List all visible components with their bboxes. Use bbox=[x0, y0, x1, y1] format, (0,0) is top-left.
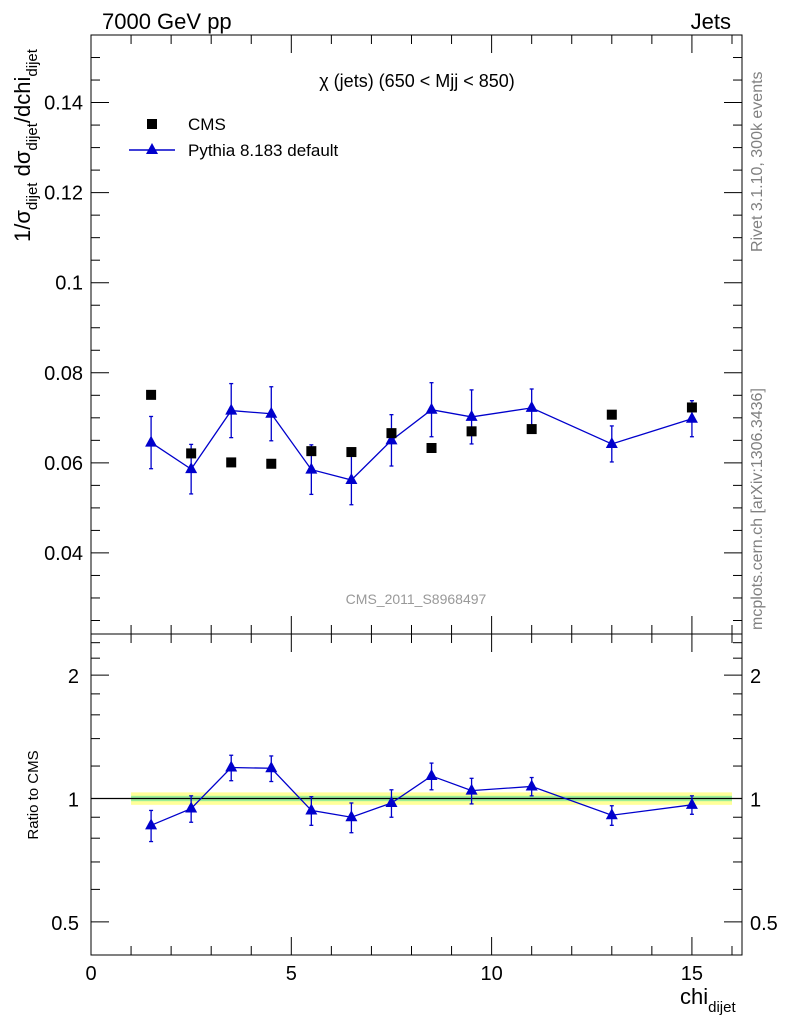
ratio-point bbox=[685, 797, 698, 809]
ratio-point bbox=[385, 795, 398, 807]
pythia-point bbox=[345, 472, 358, 484]
ratio-point bbox=[425, 768, 438, 780]
cms-point bbox=[306, 446, 317, 457]
ratio-x-ticks: 0 5 10 15 bbox=[85, 634, 733, 985]
pythia-point bbox=[305, 462, 318, 474]
legend-cms-label: CMS bbox=[188, 115, 226, 134]
ratio-line bbox=[150, 766, 693, 826]
main-y-tick-label: 0.06 bbox=[44, 453, 83, 475]
legend: CMS Pythia 8.183 default bbox=[129, 115, 339, 160]
main-y-tick-label: 0.08 bbox=[44, 363, 83, 385]
main-y-tick-label: 0.12 bbox=[44, 183, 83, 205]
pythia-point bbox=[385, 433, 398, 445]
ratio-band bbox=[91, 792, 742, 805]
legend-pythia-label: Pythia 8.183 default bbox=[188, 141, 339, 160]
cms-point bbox=[526, 424, 537, 435]
ratio-point bbox=[145, 818, 158, 830]
cms-point bbox=[186, 448, 197, 459]
x-tick-label: 10 bbox=[480, 963, 502, 985]
pythia-point bbox=[605, 436, 618, 448]
ratio-y-tick-label-right: 2 bbox=[750, 666, 761, 688]
ratio-y-tick-label-right: 1 bbox=[750, 789, 761, 811]
legend-cms-marker bbox=[147, 119, 157, 129]
ratio-y-tick-label-left: 1 bbox=[68, 789, 79, 811]
cms-point bbox=[606, 409, 617, 420]
ratio-y-tick-label-right: 0.5 bbox=[750, 913, 778, 935]
ratio-point bbox=[265, 761, 278, 773]
main-data bbox=[145, 382, 698, 506]
ratio-point bbox=[345, 810, 358, 822]
cms-point bbox=[146, 389, 157, 400]
pythia-point bbox=[185, 462, 198, 474]
rivet-label: Rivet 3.1.10, 300k events bbox=[749, 71, 766, 252]
mcplots-label: mcplots.cern.ch [arXiv:1306.3436] bbox=[749, 388, 766, 630]
header-right: Jets bbox=[691, 9, 731, 34]
pythia-point bbox=[225, 403, 238, 415]
cms-point bbox=[426, 442, 437, 453]
cms-point bbox=[386, 428, 397, 439]
pythia-point bbox=[145, 435, 158, 447]
cms-point bbox=[266, 458, 277, 469]
cms-point bbox=[466, 426, 477, 437]
pythia-point bbox=[525, 400, 538, 412]
ratio-point bbox=[605, 808, 618, 820]
ratio-y-tick-label-left: 0.5 bbox=[51, 913, 79, 935]
ratio-y-axis-label: Ratio to CMS bbox=[25, 750, 42, 839]
main-y-tick-label: 0.1 bbox=[55, 273, 83, 295]
ratio-point bbox=[305, 803, 318, 815]
ratio-point bbox=[225, 760, 238, 772]
legend-pythia-marker bbox=[146, 143, 158, 154]
main-y-tick-label: 0.04 bbox=[44, 543, 83, 565]
pythia-point bbox=[425, 402, 438, 414]
header-left: 7000 GeV pp bbox=[102, 9, 232, 34]
x-tick-label: 15 bbox=[681, 963, 703, 985]
ratio-data bbox=[145, 754, 698, 843]
main-x-ticks bbox=[90, 35, 733, 634]
x-tick-label: 0 bbox=[85, 963, 96, 985]
cms-point bbox=[686, 402, 697, 413]
ratio-frame bbox=[90, 633, 743, 956]
ratio-panel: 0.5 0.5 1 1 2 2 0 5 10 15 Ratio to CMS chidijet bbox=[25, 633, 778, 1016]
main-y-ticks: 0.04 0.06 0.08 0.1 0.12 0.14 bbox=[44, 34, 742, 621]
main-y-tick-label: 0.14 bbox=[44, 93, 83, 115]
ratio-point bbox=[525, 779, 538, 791]
pythia-line bbox=[150, 407, 693, 481]
x-axis-label: chidijet bbox=[680, 984, 736, 1016]
cms-point bbox=[226, 457, 237, 468]
x-tick-label: 5 bbox=[286, 963, 297, 985]
main-title: χ (jets) (650 < Mjj < 850) bbox=[319, 71, 515, 91]
main-y-axis-label: 1/σdijet dσdijet/dchidijet bbox=[10, 48, 41, 242]
ratio-y-ticks: 0.5 0.5 1 1 2 2 bbox=[51, 642, 778, 935]
main-panel: 0.04 0.06 0.08 0.1 0.12 0.14 χ (jets) (650 < … bbox=[10, 34, 743, 635]
ratio-point bbox=[185, 801, 198, 813]
ratio-y-tick-label-left: 2 bbox=[68, 666, 79, 688]
ratio-point bbox=[465, 783, 478, 795]
pythia-point bbox=[265, 406, 278, 418]
watermark: CMS_2011_S8968497 bbox=[346, 591, 487, 607]
pythia-point bbox=[465, 409, 478, 421]
pythia-point bbox=[685, 411, 698, 423]
cms-point bbox=[346, 447, 357, 458]
